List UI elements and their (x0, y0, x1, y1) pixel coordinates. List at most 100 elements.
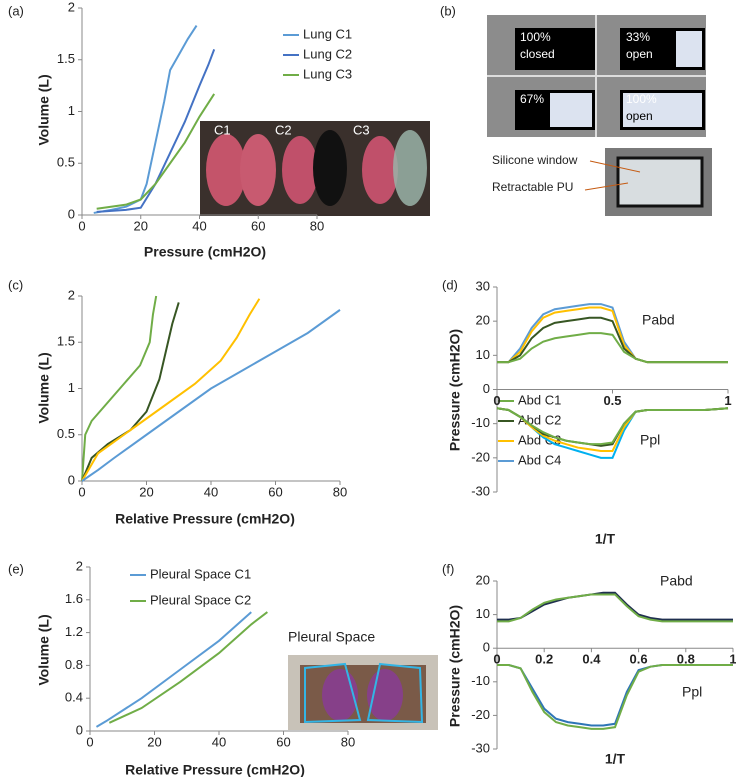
y-tick-label: 2 (76, 558, 83, 573)
panel-label: (c) (8, 277, 23, 292)
y-tick-label: 0 (483, 381, 490, 396)
data-line (497, 316, 728, 364)
data-line (81, 295, 158, 482)
legend-label: Lung C3 (303, 66, 352, 81)
y-tick-label: 2 (68, 287, 75, 302)
data-line (96, 49, 216, 213)
cell-label: 67% open (520, 92, 547, 123)
x-tick-label: 80 (333, 484, 347, 499)
inset-label: C1 (214, 122, 231, 137)
data-line (497, 593, 733, 623)
data-line (108, 611, 268, 724)
y-tick-label: 0.8 (65, 657, 83, 672)
x-tick-label: 0.2 (535, 652, 553, 667)
data-line (497, 591, 733, 621)
x-tick-label: 0 (86, 734, 93, 749)
y-tick-label: 1.5 (57, 334, 75, 349)
y-tick-label: 1 (68, 103, 75, 118)
y-tick-label: -30 (471, 483, 490, 498)
y-tick-label: 0 (76, 722, 83, 737)
cell-label: 100% closed (520, 30, 555, 61)
x-tick-label: 20 (139, 484, 153, 499)
x-axis-title: Relative Pressure (cmH2O) (125, 762, 305, 777)
data-line (497, 332, 728, 364)
y-tick-label: 20 (476, 313, 490, 328)
cell-label: 33% open (626, 30, 653, 61)
panel-label: (d) (442, 277, 458, 292)
legend-label: Abd C4 (518, 452, 561, 467)
y-tick-label: 20 (476, 572, 490, 587)
x-tick-label: 20 (134, 218, 148, 233)
legend-label: Pleural Space C2 (150, 592, 251, 607)
y-axis-title: Volume (L) (36, 74, 52, 145)
y-tick-label: 0 (483, 640, 490, 655)
x-tick-label: 0.4 (582, 652, 601, 667)
lung-photo (200, 121, 430, 216)
y-tick-label: 0.5 (57, 155, 75, 170)
x-axis-title: 1/T (605, 751, 626, 767)
y-tick-label: -20 (471, 449, 490, 464)
y-tick-label: 1 (68, 380, 75, 395)
y-axis-title: Pressure (cmH2O) (447, 329, 463, 451)
x-axis-title: Pressure (cmH2O) (144, 244, 266, 260)
y-tick-label: 0.5 (57, 426, 75, 441)
annotation: Pleural Space (288, 629, 375, 645)
panel-label: (f) (442, 561, 454, 576)
y-tick-label: 1.6 (65, 591, 83, 606)
data-line (496, 407, 729, 446)
x-tick-label: 80 (310, 218, 324, 233)
annotation: Ppl (640, 432, 660, 448)
pleural-photo (288, 655, 438, 730)
panel-label: (a) (8, 3, 24, 18)
callout: Silicone window (492, 153, 578, 167)
cell-label: 100% open (626, 92, 657, 123)
x-tick-label: 0 (78, 218, 85, 233)
x-tick-label: 0 (493, 652, 500, 667)
y-axis-title: Pressure (cmH2O) (447, 605, 463, 727)
data-line (81, 298, 261, 482)
x-tick-label: 0.6 (630, 652, 648, 667)
inset-label: C3 (353, 122, 370, 137)
legend-label: Abd C1 (518, 392, 561, 407)
y-tick-label: -30 (471, 740, 490, 755)
y-tick-label: 30 (476, 278, 490, 293)
x-axis-title: Relative Pressure (cmH2O) (115, 511, 295, 527)
x-tick-label: 1 (724, 393, 731, 408)
y-axis-title: Volume (L) (36, 614, 52, 685)
x-tick-label: 60 (276, 734, 290, 749)
x-tick-label: 0 (78, 484, 85, 499)
annotation: Ppl (682, 684, 702, 700)
y-tick-label: -20 (471, 707, 490, 722)
x-tick-label: 60 (251, 218, 265, 233)
y-tick-label: 10 (476, 606, 490, 621)
x-tick-label: 20 (147, 734, 161, 749)
x-tick-label: 40 (212, 734, 226, 749)
y-tick-label: 2 (68, 0, 75, 14)
x-tick-label: 1 (729, 652, 736, 667)
legend-label: Lung C2 (303, 46, 352, 61)
y-tick-label: 1.5 (57, 51, 75, 66)
y-tick-label: -10 (471, 415, 490, 430)
annotation: Pabd (642, 312, 675, 328)
y-axis-title: Volume (L) (36, 352, 52, 423)
callout: Retractable PU (492, 180, 573, 194)
y-tick-label: 1.2 (65, 624, 83, 639)
panel-label: (b) (440, 3, 456, 18)
data-line (96, 93, 216, 210)
data-line (497, 664, 733, 730)
y-tick-label: 0 (68, 472, 75, 487)
panel-label: (e) (8, 561, 24, 576)
x-tick-label: 40 (204, 484, 218, 499)
data-line (95, 611, 252, 728)
x-tick-label: 0.5 (603, 393, 621, 408)
valve-diagram (487, 15, 712, 216)
y-tick-label: 10 (476, 347, 490, 362)
data-line (81, 309, 341, 482)
legend-label: Pleural Space C1 (150, 566, 251, 581)
annotation: Pabd (660, 573, 693, 589)
legend-label: Lung C1 (303, 26, 352, 41)
x-axis-title: 1/T (595, 531, 616, 547)
y-tick-label: 0.4 (65, 690, 83, 705)
x-tick-label: 0 (493, 393, 500, 408)
